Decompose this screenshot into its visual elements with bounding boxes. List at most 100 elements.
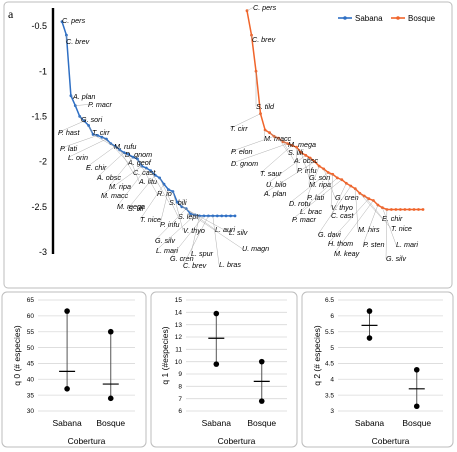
upper-limit-point <box>64 308 70 314</box>
species-label-bosque: T. cirr <box>230 124 248 133</box>
species-label-bosque: G. cren <box>335 193 359 202</box>
x-axis-title: Cobertura <box>372 436 410 446</box>
leader-line-bosque <box>230 143 288 164</box>
species-label-bosque: U. bilo <box>266 180 286 189</box>
lower-limit-point <box>413 403 420 410</box>
leader-line-bosque <box>317 185 351 235</box>
species-label-bosque: L. brac <box>300 207 322 216</box>
data-point-bosque <box>245 9 249 13</box>
species-label-sabana: T. cirr <box>92 128 110 137</box>
upper-limit-point <box>413 366 420 373</box>
data-point-bosque <box>403 208 407 211</box>
y-tick-label: 45 <box>27 361 35 368</box>
leader-line-sabana <box>190 213 243 249</box>
y-tick-label: 3 <box>330 408 334 415</box>
leader-line-bosque <box>288 172 329 204</box>
species-label-sabana: S. bili <box>169 198 187 207</box>
leader-line-sabana <box>85 146 116 168</box>
leader-line-bosque <box>385 209 388 259</box>
leader-line-bosque <box>259 145 293 174</box>
legend-label-bosque: Bosque <box>408 14 436 23</box>
species-label-sabana: L. auri <box>215 225 235 234</box>
leader-line-sabana <box>128 154 140 182</box>
y-tick-label: 3.5 <box>325 392 334 399</box>
species-label-sabana: P. hast <box>58 128 80 137</box>
x-tick-label: Bosque <box>402 418 431 428</box>
leader-line-bosque <box>282 141 295 161</box>
leader-line-sabana <box>177 202 216 230</box>
leader-line-sabana <box>75 104 89 106</box>
leader-line-bosque <box>229 113 261 129</box>
species-label-bosque: E. chir <box>382 214 403 223</box>
leader-line-bosque <box>333 200 374 254</box>
species-label-sabana: E. chir <box>86 163 107 172</box>
leader-line-sabana <box>88 125 93 133</box>
species-label-sabana: L. mari <box>156 246 178 255</box>
y-tick-label: 55 <box>27 329 35 336</box>
species-label-sabana: M. ripa <box>109 182 131 191</box>
leader-line-sabana <box>100 165 142 196</box>
data-point-sabana <box>229 214 233 218</box>
y-tick-label: 40 <box>27 376 35 383</box>
x-tick-label: Sabana <box>52 418 82 428</box>
species-label-sabana: A. litu <box>138 177 157 186</box>
leader-line-bosque <box>263 129 266 139</box>
species-label-bosque: H. thom <box>328 239 353 248</box>
data-point-sabana <box>220 214 224 218</box>
y-tick-label: -3 <box>39 247 47 257</box>
panel-b2-chart: 6 7 8 9 10 11 12 13 14 15 Sabana Bosque Cobertura q 1… <box>160 297 287 446</box>
species-label-sabana: G. silv <box>155 236 175 245</box>
data-point-bosque <box>421 208 425 211</box>
y-tick-label: 10 <box>175 359 183 366</box>
species-label-bosque: A. plan <box>263 189 286 198</box>
leader-line-bosque <box>327 198 369 244</box>
upper-limit-point <box>258 358 265 365</box>
y-tick-label: 15 <box>175 297 183 304</box>
species-label-bosque: M. macc <box>264 134 292 143</box>
y-tick-label: -2.5 <box>31 202 47 212</box>
leader-line-sabana <box>108 156 134 187</box>
leader-line-bosque <box>251 35 253 40</box>
leader-line-sabana <box>212 215 220 265</box>
panel-a-letter: a <box>8 7 14 21</box>
x-axis-title: Cobertura <box>68 436 106 446</box>
panel-b2-frame <box>150 291 298 448</box>
y-tick-label: 60 <box>27 313 35 320</box>
species-label-sabana: P. infu <box>160 220 179 229</box>
leader-line-sabana <box>169 215 205 259</box>
y-axis-title: q 0 (# especies) <box>12 325 22 386</box>
species-label-bosque: V. thyo <box>331 203 353 212</box>
leader-line-bosque <box>246 7 254 11</box>
data-point-sabana <box>233 214 237 218</box>
leader-line-sabana <box>182 215 209 266</box>
species-label-bosque: P. macr <box>292 215 316 224</box>
species-label-sabana: C. cast <box>133 168 156 177</box>
lower-limit-point <box>64 386 70 392</box>
legend: Sabana Bosque <box>338 14 436 23</box>
data-point-bosque <box>408 208 411 211</box>
leader-line-sabana <box>181 206 230 233</box>
leader-line-bosque <box>306 166 320 198</box>
data-point-bosque <box>399 208 402 211</box>
x-tick-label: Sabana <box>202 418 232 428</box>
data-point-bosque <box>412 208 416 211</box>
panel-b1-chart: 30 35 40 45 50 55 60 65 Sabana Bosque Cobertura q 0… <box>12 297 135 446</box>
leader-line-bosque <box>230 136 275 152</box>
species-label-sabana: C. brev <box>183 261 207 270</box>
leader-line-sabana <box>159 189 169 225</box>
species-label-bosque: A. obsc <box>293 156 318 165</box>
leader-line-sabana <box>101 137 126 155</box>
leader-line-bosque <box>265 155 306 185</box>
lower-limit-point <box>366 335 373 341</box>
species-label-sabana: P. macr <box>88 100 112 109</box>
species-label-bosque: D. rotu <box>289 199 311 208</box>
leader-line-sabana <box>119 149 134 173</box>
species-label-sabana: A. plan <box>72 92 95 101</box>
y-tick-label: -0.5 <box>31 21 47 31</box>
leader-line-bosque <box>291 179 342 220</box>
leader-line-sabana <box>139 184 165 220</box>
leader-line-bosque <box>362 204 379 245</box>
y-tick-label: 6 <box>330 313 334 320</box>
